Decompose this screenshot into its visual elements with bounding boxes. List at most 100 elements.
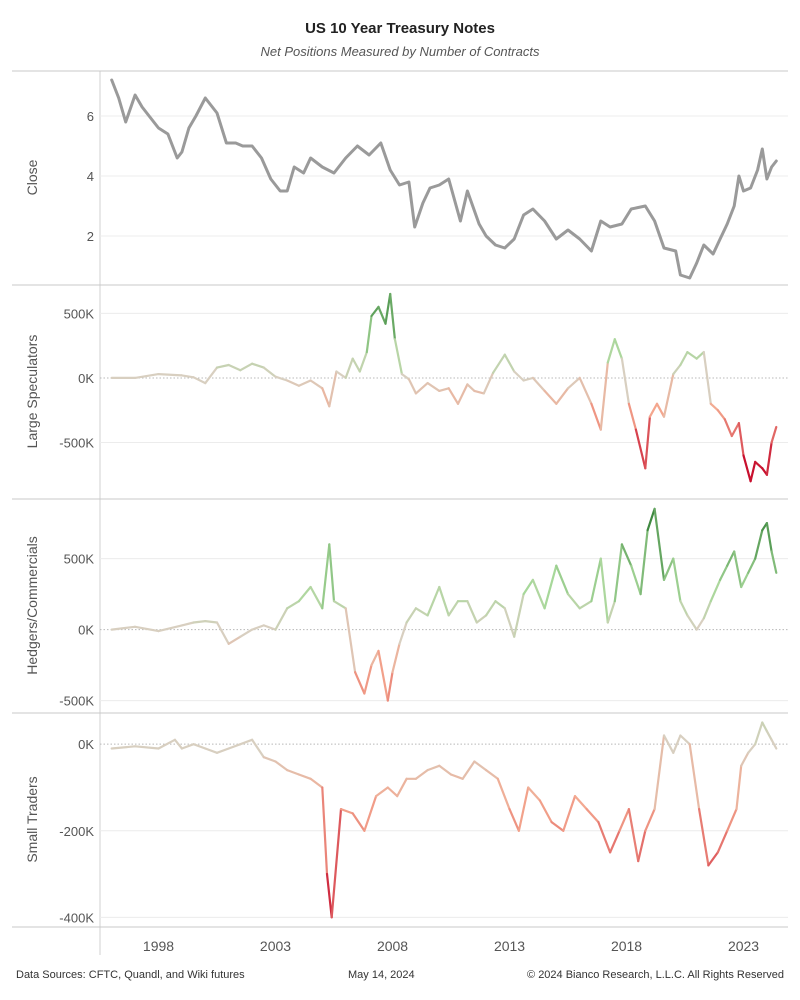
series-segment	[297, 379, 312, 387]
series-segment	[608, 829, 621, 854]
series-segment	[332, 600, 347, 610]
series-segment	[286, 768, 300, 776]
y-tick-label: -200K	[59, 824, 94, 839]
series-segment	[180, 743, 195, 750]
chart-subtitle: Net Positions Measured by Number of Cont…	[260, 44, 540, 59]
series-segment	[578, 600, 593, 610]
series-segment	[204, 747, 219, 754]
series-segment	[740, 751, 750, 767]
panel-large_speculators: -500K 0K 500K Large Speculators	[12, 284, 788, 483]
series-segment	[749, 460, 757, 483]
series-segment	[370, 305, 380, 318]
series-segment	[344, 607, 357, 674]
series-segment	[562, 794, 577, 832]
series-segment	[110, 625, 137, 631]
series-segment	[644, 415, 652, 470]
y-tick-label: 0K	[78, 623, 94, 638]
series-segment	[384, 292, 392, 325]
series-segment	[531, 578, 546, 610]
series-segment	[438, 764, 453, 776]
y-tick-label: 6	[87, 109, 94, 124]
series-segment	[754, 460, 764, 470]
panel-small_traders: -400K -200K 0K Small Traders	[12, 712, 788, 925]
series-segment	[496, 777, 511, 811]
series-segment	[527, 786, 542, 802]
series-segment	[286, 600, 300, 610]
x-tick-label: 2003	[260, 938, 291, 954]
y-tick-label: -500K	[59, 435, 94, 450]
series-segment	[405, 607, 417, 624]
y-axis-title: Large Speculators	[24, 335, 40, 449]
series-segment	[672, 557, 682, 603]
series-segment	[770, 550, 778, 574]
series-segment	[466, 383, 476, 392]
series-segment	[672, 734, 682, 754]
series-segment	[344, 357, 354, 379]
series-segment	[365, 314, 373, 354]
series-segment	[407, 378, 417, 395]
series-segment	[573, 794, 588, 811]
series-segment	[653, 734, 666, 811]
series-segment	[157, 624, 183, 633]
series-segment	[672, 363, 682, 376]
series-segment	[522, 376, 535, 382]
series-segment	[662, 373, 675, 418]
series-segment	[351, 812, 366, 832]
series-segment	[702, 351, 712, 405]
x-tick-label: 1998	[143, 938, 174, 954]
series-segment	[555, 387, 570, 405]
series-segment	[426, 764, 441, 772]
series-segment	[328, 543, 336, 603]
series-segment	[204, 619, 219, 624]
series-segment	[578, 376, 593, 405]
series-segment	[726, 807, 738, 832]
series-segment	[398, 621, 408, 645]
series-segment	[686, 351, 698, 360]
series-segment	[742, 454, 752, 483]
series-segment	[309, 777, 324, 789]
series-segment	[321, 543, 331, 610]
series-segment	[134, 625, 160, 633]
series-segment	[438, 585, 450, 617]
series-segment	[662, 734, 675, 754]
series-segment	[590, 557, 602, 603]
series-segment	[723, 418, 733, 438]
series-segment	[426, 382, 441, 392]
series-segment	[461, 760, 476, 780]
series-segment	[543, 564, 558, 610]
series-segment	[456, 383, 469, 405]
series-segment	[637, 829, 647, 863]
series-segment	[321, 387, 331, 408]
series-segment	[503, 353, 516, 373]
series-segment	[688, 743, 701, 811]
series-segment	[239, 362, 254, 372]
series-segment	[709, 402, 719, 412]
y-axis-title: Close	[24, 159, 40, 195]
series-segment	[251, 624, 265, 631]
series-segment	[134, 745, 160, 750]
series-segment	[400, 373, 410, 381]
series-segment	[695, 617, 705, 631]
series-segment	[377, 649, 389, 702]
x-tick-label: 2013	[494, 938, 525, 954]
series-line	[110, 78, 778, 280]
series-segment	[262, 366, 277, 378]
series-segment	[606, 600, 616, 624]
series-segment	[639, 529, 649, 596]
series-segment	[377, 305, 387, 325]
series-segment	[627, 402, 638, 431]
series-segment	[599, 557, 609, 624]
series-segment	[335, 370, 347, 379]
series-segment	[449, 773, 464, 780]
series-segment	[597, 820, 612, 854]
series-segment	[513, 592, 525, 638]
y-tick-label: 500K	[64, 552, 95, 567]
series-segment	[239, 738, 254, 746]
series-segment	[686, 614, 698, 631]
series-segment	[389, 292, 396, 341]
report-date: May 14, 2024	[348, 969, 415, 981]
series-segment	[274, 375, 289, 382]
series-segment	[157, 373, 183, 377]
series-segment	[473, 760, 488, 772]
series-segment	[770, 738, 778, 750]
